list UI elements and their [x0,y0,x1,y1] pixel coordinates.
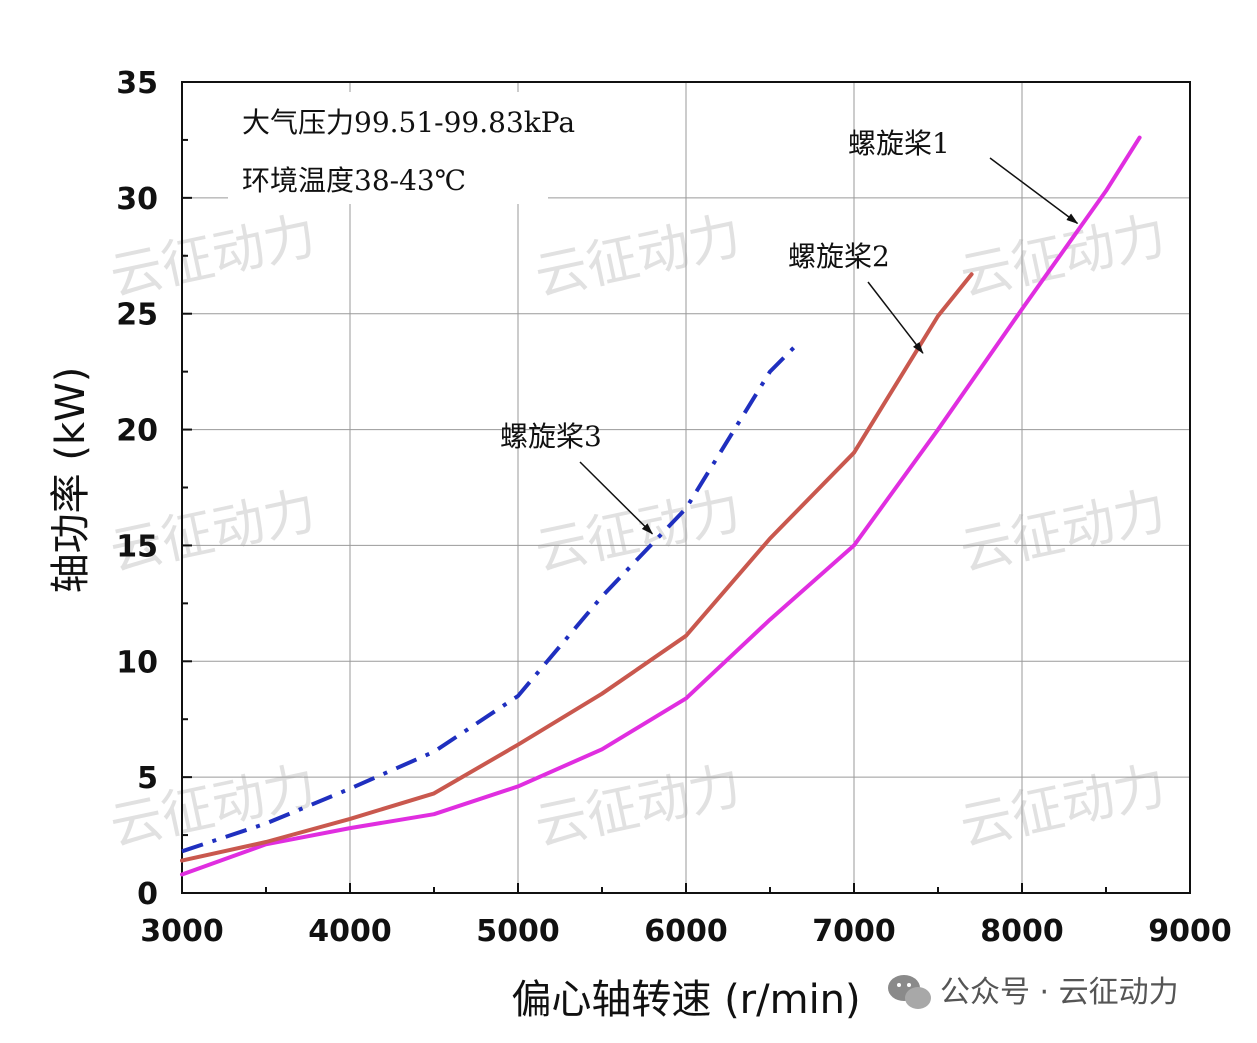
y-axis-title: 轴功率 (kW) [48,367,94,594]
series-line-1 [180,135,1142,877]
x-tick-label: 3000 [140,914,224,949]
x-tick-label: 8000 [980,914,1064,949]
wechat-icon [888,975,931,1009]
y-tick-label: 35 [116,66,158,101]
watermark-text: 云征动力 [105,206,321,308]
y-axis-title-group: 轴功率 (kW) [48,367,94,594]
footer-text: 公众号 · 云征动力 [940,975,1179,1010]
watermark-text: 云征动力 [530,206,746,308]
y-tick-label: 5 [137,761,158,796]
x-tick-label: 4000 [308,914,392,949]
x-tick-label: 5000 [476,914,560,949]
watermark-text: 云征动力 [530,481,746,583]
x-tick-labels: 3000 4000 5000 6000 7000 8000 9000 [140,914,1232,949]
grid [182,82,1190,893]
annotation-box [228,92,548,204]
annotation-pressure: 大气压力99.51-99.83kPa [242,106,575,139]
leader-arrows [579,157,1079,535]
annotation-temperature: 环境温度38-43℃ [242,164,466,197]
series-label-2: 螺旋桨2 [788,240,890,273]
tick-marks [181,81,1191,894]
leader-arrow-1 [989,157,1079,224]
y-tick-label: 10 [116,645,158,680]
series-label-1: 螺旋桨1 [848,127,950,160]
watermark-text: 云征动力 [955,481,1171,583]
x-tick-label: 6000 [644,914,728,949]
series-line-3 [181,344,797,854]
footer: 公众号 · 云征动力 [888,975,1179,1010]
series-label-3: 螺旋桨3 [500,420,602,453]
y-tick-label: 25 [116,298,158,333]
series-layer [180,135,1142,877]
watermark-text: 云征动力 [530,756,746,858]
y-tick-label: 20 [116,414,158,449]
watermark-text: 云征动力 [955,206,1171,308]
leader-arrow-2 [867,281,924,354]
x-tick-label: 7000 [812,914,896,949]
y-tick-label: 15 [116,529,158,564]
x-tick-label: 9000 [1148,914,1232,949]
series-labels: 螺旋桨1 螺旋桨2 螺旋桨3 [500,127,950,453]
y-tick-label: 30 [116,182,158,217]
series-line-2 [180,272,974,863]
y-tick-label: 0 [137,877,158,912]
y-tick-labels: 0 5 10 15 20 25 30 35 [116,66,158,912]
leader-arrow-3 [579,461,654,535]
watermark-text: 云征动力 [955,756,1171,858]
x-axis-title: 偏心轴转速 (r/min) [511,977,860,1023]
